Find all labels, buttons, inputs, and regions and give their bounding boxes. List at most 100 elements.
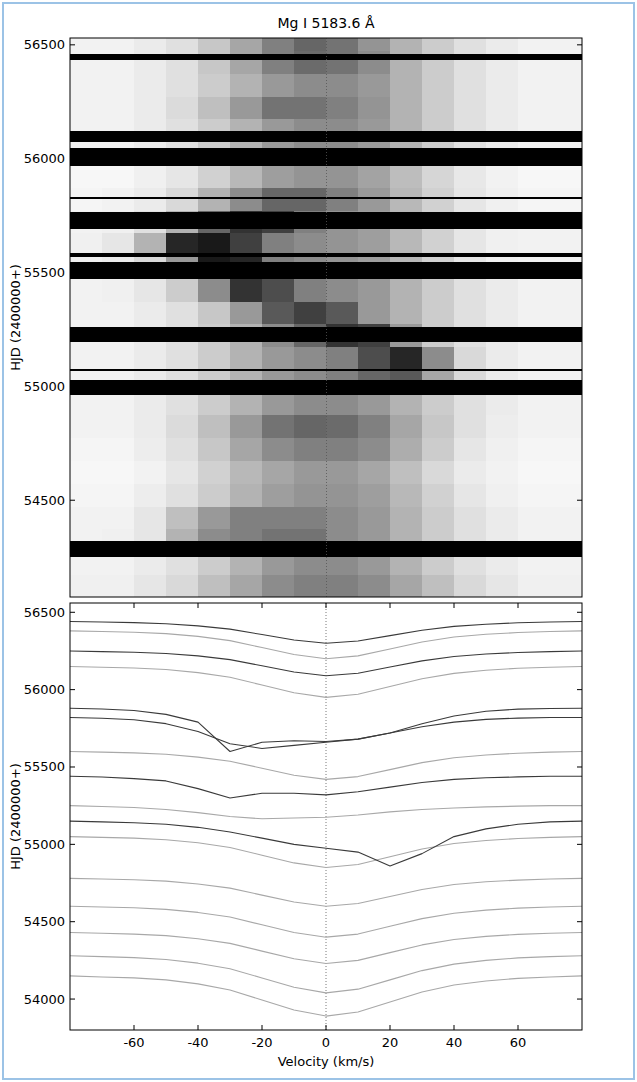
heatmap-cell xyxy=(198,460,231,483)
data-gap xyxy=(70,212,582,229)
heatmap-cell xyxy=(486,301,519,324)
x-tick-label: 20 xyxy=(382,1035,399,1050)
data-gap xyxy=(70,253,582,257)
heatmap-cell xyxy=(518,38,551,51)
heatmap-cell xyxy=(230,301,263,324)
heatmap-cell xyxy=(486,164,519,187)
heatmap-cell xyxy=(486,96,519,119)
heatmap-cell xyxy=(422,38,455,51)
heatmap-cell xyxy=(102,278,135,301)
heatmap-cell xyxy=(262,574,295,597)
heatmap-cell xyxy=(134,506,167,529)
heatmap-cell xyxy=(518,187,551,210)
chart-title: Mg I 5183.6 Å xyxy=(277,15,374,31)
heatmap-cell xyxy=(198,96,231,119)
heatmap-cell xyxy=(230,506,263,529)
heatmap-cell xyxy=(230,574,263,597)
heatmap-cell xyxy=(230,73,263,96)
y-tick xyxy=(70,158,75,159)
heatmap-cell xyxy=(486,415,519,438)
x-tick-label: 60 xyxy=(510,1035,527,1050)
heatmap-cell xyxy=(102,415,135,438)
y-tick-label: 55500 xyxy=(24,759,65,774)
profile-line xyxy=(70,956,582,993)
heatmap-cell xyxy=(358,164,391,187)
heatmap-cell xyxy=(550,460,582,483)
y-tick xyxy=(70,921,75,922)
heatmap-cell xyxy=(326,96,359,119)
y-tick-label: 55000 xyxy=(24,379,65,394)
heatmap-cell xyxy=(70,38,103,51)
heatmap-cell xyxy=(230,233,263,256)
heatmap-cell xyxy=(326,233,359,256)
heatmap-cell xyxy=(102,96,135,119)
profile-line xyxy=(70,752,582,780)
heatmap-cell xyxy=(102,73,135,96)
heatmap-cell xyxy=(550,574,582,597)
heatmap-cell xyxy=(134,164,167,187)
heatmap-cell xyxy=(230,483,263,506)
heatmap-cell xyxy=(134,438,167,461)
x-tick xyxy=(262,603,263,608)
heatmap-cell xyxy=(454,415,487,438)
heatmap-cell xyxy=(198,38,231,51)
x-tick xyxy=(198,603,199,608)
heatmap-cell xyxy=(294,574,327,597)
y-tick xyxy=(577,766,582,767)
heatmap-cell xyxy=(518,460,551,483)
heatmap-cell xyxy=(166,187,199,210)
heatmap-cell xyxy=(198,415,231,438)
heatmap-cell xyxy=(390,301,423,324)
heatmap-cell xyxy=(134,301,167,324)
x-tick xyxy=(518,603,519,608)
heatmap-cell xyxy=(262,301,295,324)
heatmap-cell xyxy=(262,347,295,370)
heatmap-cell xyxy=(550,392,582,415)
background xyxy=(0,0,637,1082)
heatmap-cell xyxy=(198,392,231,415)
x-tick xyxy=(454,1025,455,1030)
y-tick xyxy=(577,44,582,45)
heatmap-cell xyxy=(102,574,135,597)
heatmap-cell xyxy=(358,38,391,51)
heatmap-cell xyxy=(198,438,231,461)
heatmap-cell xyxy=(230,38,263,51)
heatmap-cell xyxy=(358,460,391,483)
heatmap-cell xyxy=(454,38,487,51)
y-tick xyxy=(577,921,582,922)
heatmap-cell xyxy=(358,278,391,301)
heatmap-cell xyxy=(166,392,199,415)
heatmap-cell xyxy=(262,233,295,256)
outer-frame xyxy=(3,3,634,1079)
heatmap-cell xyxy=(166,73,199,96)
x-tick xyxy=(390,603,391,608)
heatmap-cell xyxy=(262,38,295,51)
x-tick-label: 0 xyxy=(322,1035,330,1050)
heatmap-cell xyxy=(294,38,327,51)
heatmap-cell xyxy=(70,233,103,256)
profile-line xyxy=(70,806,582,819)
heatmap-cell xyxy=(550,233,582,256)
heatmap-cell xyxy=(358,233,391,256)
heatmap-cell xyxy=(454,233,487,256)
y-tick xyxy=(577,272,582,273)
heatmap-cell xyxy=(518,73,551,96)
heatmap-cell xyxy=(486,278,519,301)
heatmap-cell xyxy=(262,438,295,461)
heatmap-cell xyxy=(70,574,103,597)
heatmap-cell xyxy=(294,347,327,370)
profile-line xyxy=(70,622,582,644)
heatmap-cell xyxy=(134,347,167,370)
profiles-area xyxy=(70,603,582,1030)
heatmap-cell xyxy=(390,506,423,529)
heatmap-cell xyxy=(422,278,455,301)
heatmap-cell xyxy=(262,506,295,529)
heatmap-cell xyxy=(486,438,519,461)
heatmap-cell xyxy=(326,347,359,370)
heatmap-cell xyxy=(70,347,103,370)
heatmap-cell xyxy=(454,73,487,96)
heatmap-cell xyxy=(550,278,582,301)
heatmap-cell xyxy=(358,506,391,529)
heatmap-cell xyxy=(166,438,199,461)
plot-frame xyxy=(70,603,582,1030)
